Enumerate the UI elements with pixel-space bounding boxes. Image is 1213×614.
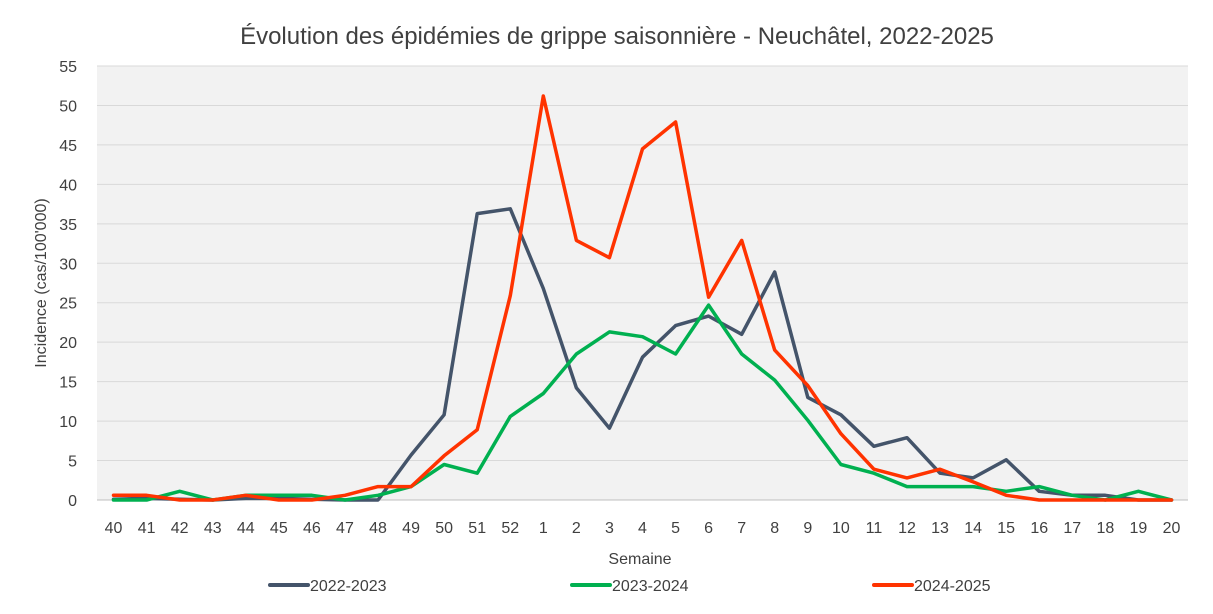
x-tick-label: 13 <box>931 520 949 537</box>
x-tick-label: 8 <box>770 520 779 537</box>
x-tick-label: 42 <box>171 520 189 537</box>
x-tick-label: 43 <box>204 520 222 537</box>
y-tick-label: 10 <box>59 414 77 431</box>
x-tick-label: 9 <box>803 520 812 537</box>
x-tick-label: 16 <box>1030 520 1048 537</box>
x-tick-label: 1 <box>539 520 548 537</box>
y-tick-label: 50 <box>59 98 77 115</box>
x-tick-label: 45 <box>270 520 288 537</box>
y-tick-label: 40 <box>59 177 77 194</box>
x-tick-label: 41 <box>138 520 156 537</box>
x-tick-label: 49 <box>402 520 420 537</box>
legend-label: 2023-2024 <box>612 578 689 595</box>
y-tick-label: 30 <box>59 256 77 273</box>
x-tick-label: 47 <box>336 520 354 537</box>
x-tick-label: 6 <box>704 520 713 537</box>
x-tick-label: 15 <box>997 520 1015 537</box>
y-tick-label: 5 <box>68 454 77 471</box>
y-tick-label: 35 <box>59 217 77 234</box>
x-tick-label: 44 <box>237 520 255 537</box>
x-tick-label: 5 <box>671 520 680 537</box>
x-tick-label: 14 <box>964 520 982 537</box>
y-axis-ticks: 0 5 10 15 20 25 30 35 40 45 50 55 <box>59 59 77 510</box>
x-tick-label: 48 <box>369 520 387 537</box>
x-tick-label: 51 <box>468 520 486 537</box>
x-tick-label: 20 <box>1163 520 1181 537</box>
x-tick-label: 11 <box>866 520 883 537</box>
x-tick-label: 17 <box>1063 520 1081 537</box>
x-tick-label: 7 <box>737 520 746 537</box>
y-tick-label: 55 <box>59 59 77 76</box>
series-line-2024-2025 <box>111 94 1174 502</box>
x-tick-label: 10 <box>832 520 850 537</box>
x-tick-label: 46 <box>303 520 321 537</box>
x-tick-label: 52 <box>501 520 519 537</box>
legend-label: 2022-2023 <box>310 578 387 595</box>
y-tick-label: 15 <box>59 375 77 392</box>
y-axis-label: Incidence (cas/100'000) <box>33 198 50 367</box>
x-tick-label: 12 <box>898 520 916 537</box>
y-tick-label: 20 <box>59 335 77 352</box>
x-tick-label: 50 <box>435 520 453 537</box>
plot-area <box>97 66 1188 500</box>
x-tick-label: 18 <box>1096 520 1114 537</box>
x-tick-label: 40 <box>105 520 123 537</box>
x-axis-ticks: 40 41 42 43 44 45 46 47 48 49 50 51 52 1 2 3 4 5 6 7 8 9 10 11 1… <box>105 520 1181 537</box>
x-axis-label: Semaine <box>608 551 671 568</box>
chart-title: Évolution des épidémies de grippe saison… <box>240 23 994 50</box>
x-tick-label: 3 <box>605 520 614 537</box>
x-tick-label: 4 <box>638 520 647 537</box>
legend-label: 2024-2025 <box>914 578 991 595</box>
y-tick-label: 45 <box>59 138 77 155</box>
series-lines <box>111 94 1174 502</box>
y-tick-label: 0 <box>68 493 77 510</box>
y-tick-label: 25 <box>59 296 77 313</box>
legend: 2022-2023 2023-2024 2024-2025 <box>268 578 991 595</box>
x-tick-label: 2 <box>572 520 581 537</box>
gridlines <box>97 65 1188 501</box>
x-tick-label: 19 <box>1130 520 1148 537</box>
